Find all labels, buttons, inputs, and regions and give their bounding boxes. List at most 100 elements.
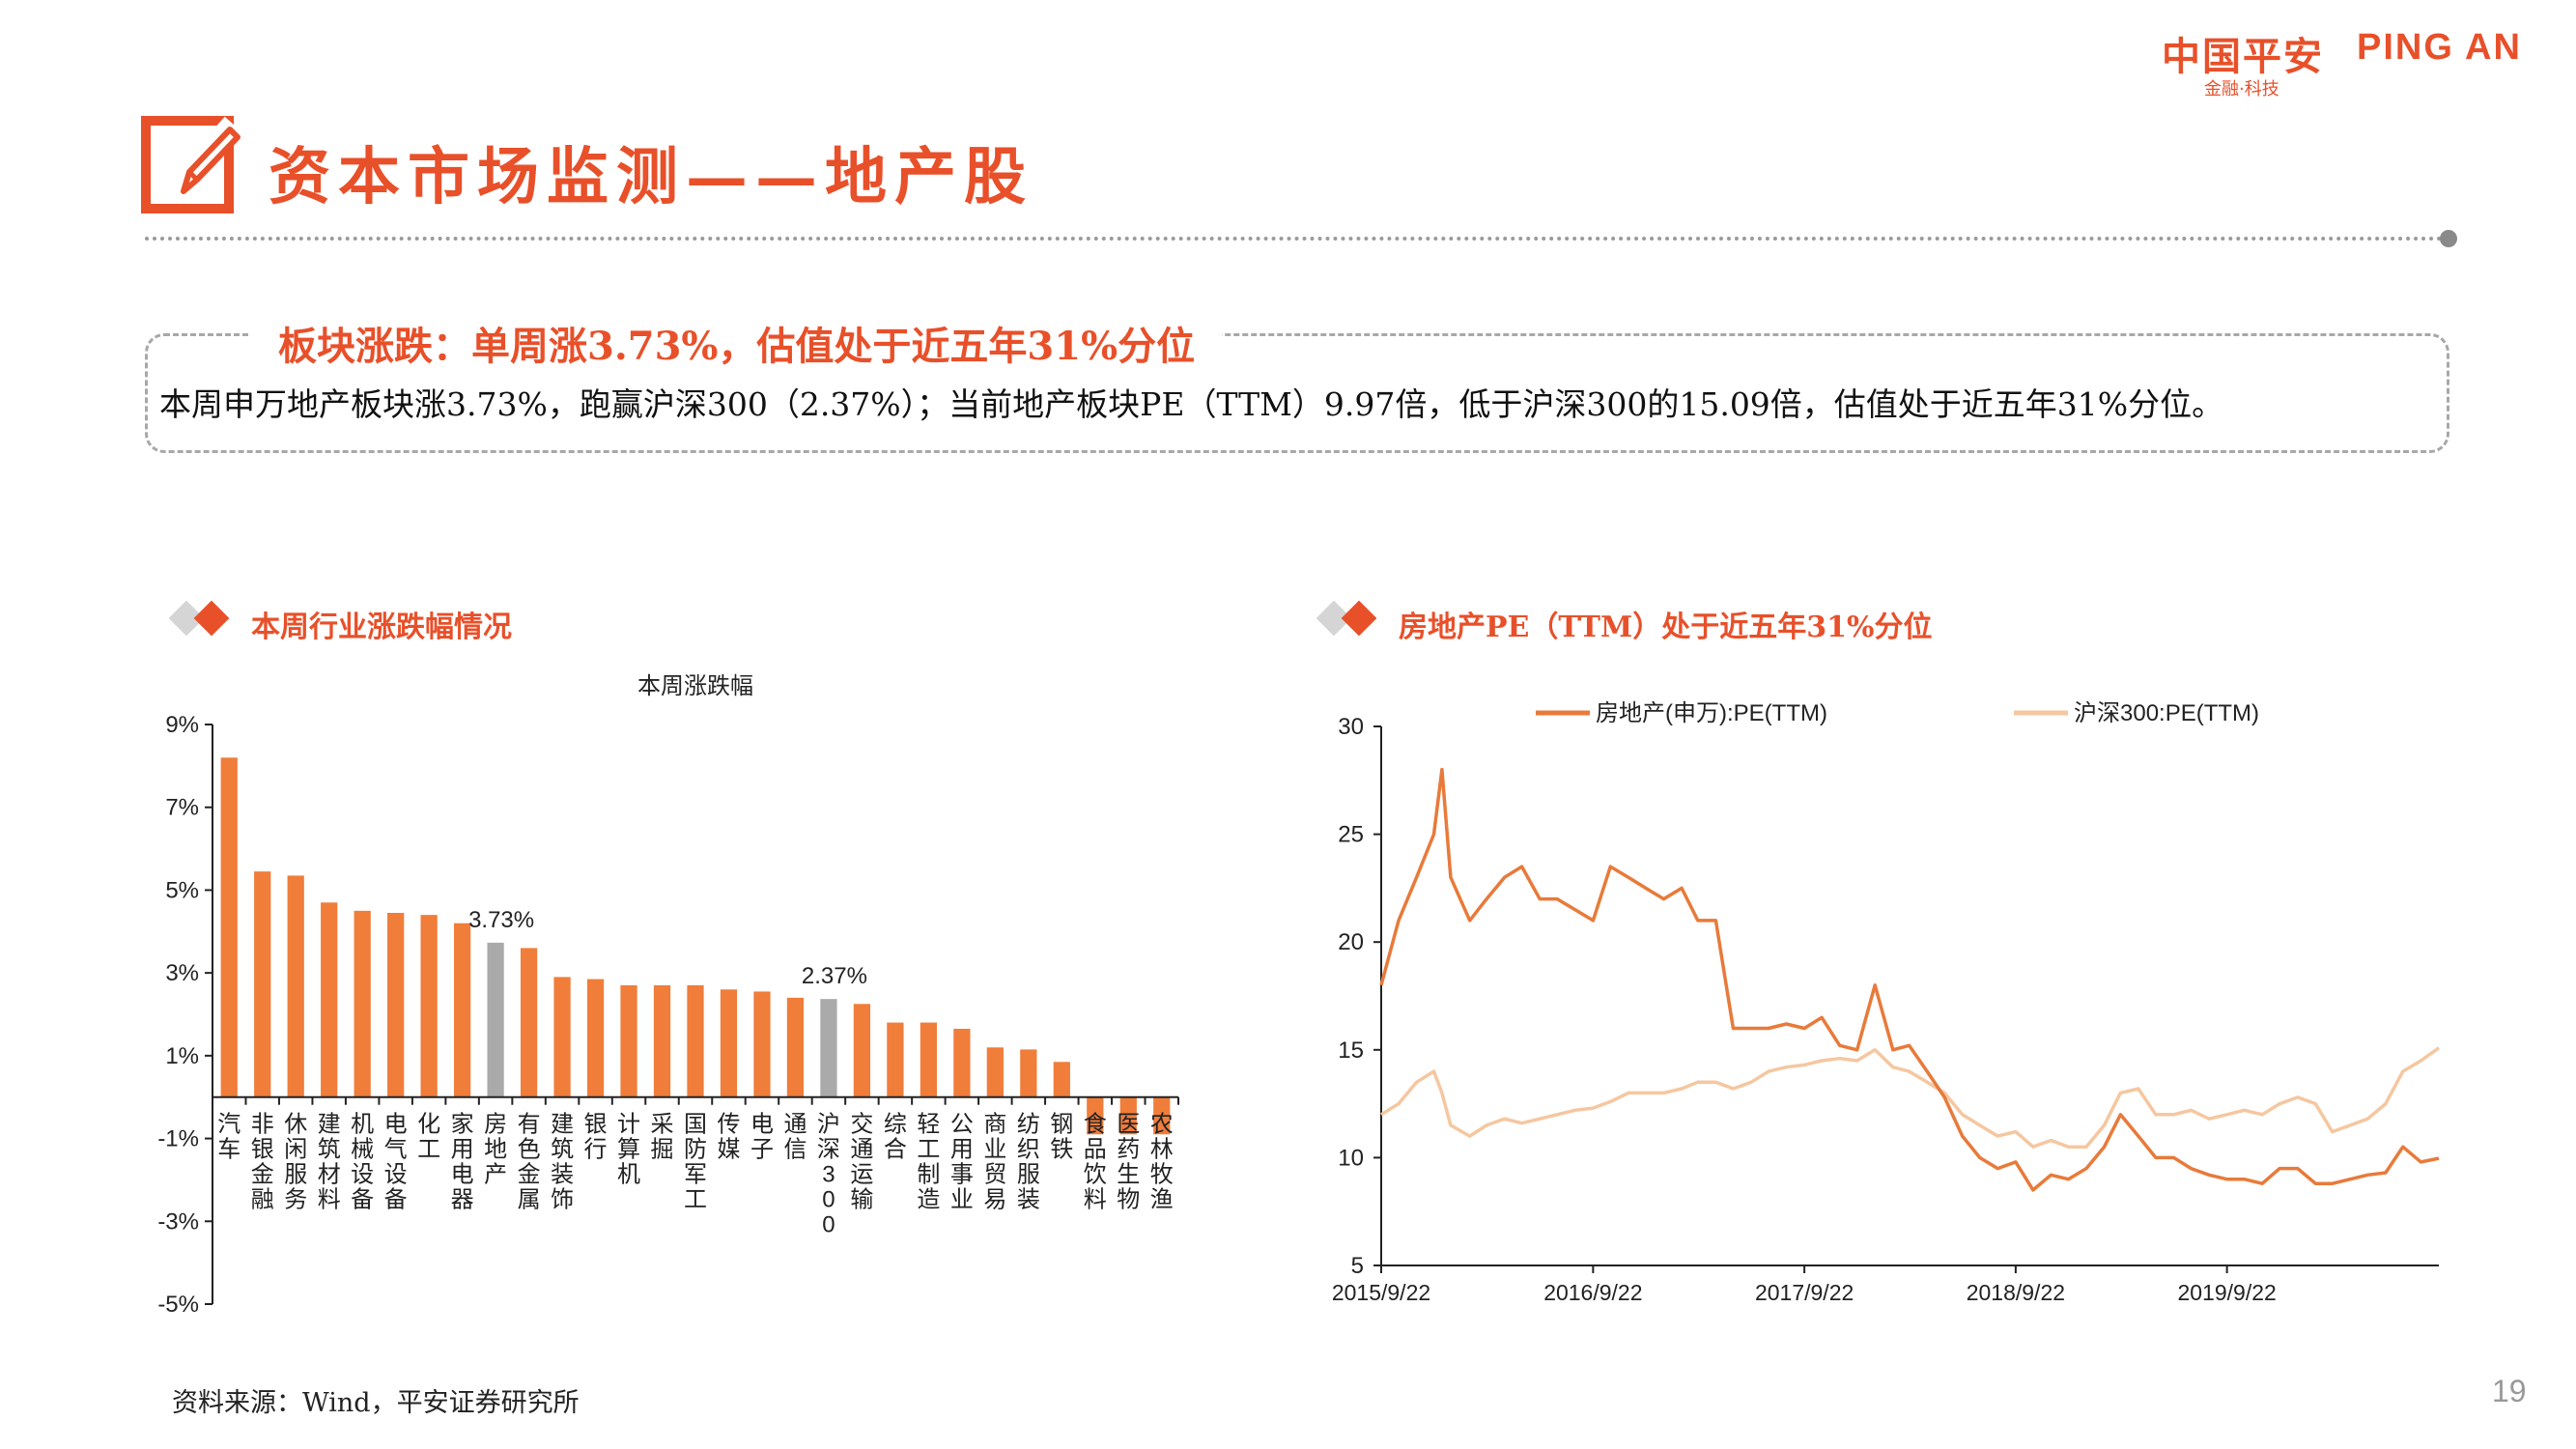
bar (653, 985, 671, 1097)
y-tick-label: 10 (1338, 1145, 1364, 1171)
y-tick-label: 3% (165, 960, 199, 986)
x-category-label: 医药生物 (1117, 1112, 1140, 1213)
bar (887, 1022, 904, 1097)
x-category-label: 轻工制造 (917, 1112, 940, 1213)
x-category-label: 电气设备 (384, 1112, 408, 1213)
x-category-label: 机械设备 (351, 1112, 374, 1213)
summary-title: 板块涨跌：单周涨3.73%，估值处于近五年31%分位 (251, 315, 1223, 371)
x-tick-label: 2016/9/22 (1543, 1280, 1642, 1305)
y-tick-label: 5% (165, 877, 199, 903)
pencil-note-icon (141, 116, 241, 213)
bar (687, 985, 704, 1097)
x-category-label: 传媒 (717, 1112, 740, 1163)
bar (454, 923, 471, 1097)
bar (986, 1047, 1004, 1097)
bar-chart-title: 本周涨跌幅 (637, 673, 753, 699)
left-section-title: 本周行业涨跌幅情况 (251, 611, 512, 644)
x-tick-label: 2018/9/22 (1967, 1280, 2065, 1305)
bar (287, 875, 304, 1097)
x-category-label: 汽车 (217, 1112, 241, 1163)
y-tick-label: 1% (165, 1043, 199, 1069)
x-category-label: 房地产 (484, 1112, 507, 1188)
x-category-label: 采掘 (651, 1112, 674, 1163)
source-note: 资料来源：Wind，平安证券研究所 (172, 1388, 580, 1418)
summary-box (145, 333, 2449, 453)
bar (487, 942, 504, 1097)
x-category-label: 建筑装饰 (551, 1112, 574, 1213)
diamond-bullet-icon (1316, 600, 1377, 637)
x-tick-label: 2015/9/22 (1332, 1280, 1430, 1305)
x-category-label: 非银金融 (251, 1112, 274, 1213)
industry-weekly-change-bar-chart: 本周涨跌幅 9% 7% 5% 3% 1% -1% -3% -5% 汽车非银金融休闲服务建筑材料机械… (157, 673, 1179, 1318)
x-category-label: 休闲服务 (284, 1112, 307, 1213)
bar (953, 1029, 971, 1097)
bar (254, 871, 271, 1097)
logo-subtitle: 金融·科技 (2204, 79, 2279, 99)
x-category-label: 银行 (584, 1112, 608, 1163)
bar (753, 991, 771, 1097)
bar (1020, 1049, 1037, 1097)
x-category-label: 国防军工 (684, 1112, 707, 1213)
legend-label: 沪深300:PE(TTM) (2074, 700, 2259, 726)
x-category-label: 纺织服装 (1017, 1112, 1040, 1213)
x-category-label: 建筑材料 (318, 1112, 341, 1213)
x-category-label: 公用事业 (950, 1112, 974, 1213)
y-tick-label: -3% (157, 1208, 199, 1235)
logo-en: PING AN (2357, 27, 2522, 68)
divider (145, 237, 2444, 241)
page-number: 19 (2492, 1374, 2527, 1408)
x-category-label: 通信 (783, 1112, 807, 1163)
bar-data-label: 2.37% (802, 963, 867, 989)
bar-data-label: 3.73% (468, 907, 534, 933)
bar (920, 1022, 937, 1097)
y-tick-label: 30 (1338, 714, 1364, 740)
diamond-bullet-icon (168, 600, 230, 637)
bar (354, 910, 371, 1097)
bar (321, 902, 338, 1097)
bar (220, 757, 238, 1097)
right-section-title: 房地产PE（TTM）处于近五年31%分位 (1399, 611, 1933, 644)
y-tick-label: 7% (165, 795, 199, 821)
bar (620, 985, 637, 1097)
x-category-label: 综合 (884, 1112, 907, 1163)
y-tick-label: 15 (1338, 1037, 1364, 1064)
bar (553, 977, 571, 1097)
x-category-label: 电子 (750, 1112, 774, 1163)
series-line (1379, 767, 2440, 1192)
bar (420, 915, 438, 1097)
x-category-label: 食品饮料 (1084, 1112, 1107, 1213)
y-tick-label: 9% (165, 712, 199, 738)
bar (1153, 1096, 1171, 1135)
bar (1119, 1096, 1137, 1135)
x-category-label: 有色金属 (518, 1112, 541, 1213)
bar (720, 989, 738, 1097)
divider-dot (2440, 230, 2457, 247)
bar (520, 948, 538, 1097)
x-category-label: 计算机 (617, 1112, 640, 1188)
page-title: 资本市场监测——地产股 (269, 141, 1033, 213)
x-tick-label: 2017/9/22 (1755, 1280, 1854, 1305)
bar (387, 913, 405, 1097)
legend-label: 房地产(申万):PE(TTM) (1596, 700, 1827, 726)
x-tick-label: 2019/9/22 (2177, 1280, 2276, 1305)
series-line (1380, 1046, 2441, 1149)
x-category-label: 商业贸易 (983, 1112, 1006, 1213)
x-category-label: 家用电器 (451, 1112, 474, 1213)
y-tick-label: 5 (1351, 1253, 1364, 1279)
x-category-label: 交通运输 (850, 1112, 873, 1213)
summary-text: 本周申万地产板块涨3.73%，跑赢沪深300（2.37%）；当前地产板块PE（T… (159, 385, 2224, 423)
x-category-label: 化工 (417, 1112, 440, 1163)
bar (820, 999, 837, 1097)
logo-cn: 中国平安 (2162, 35, 2324, 79)
bar (586, 979, 605, 1097)
x-category-label: 钢铁 (1050, 1112, 1073, 1163)
bar (1053, 1062, 1070, 1097)
bar (786, 997, 805, 1097)
bar (1087, 1096, 1104, 1135)
y-tick-label: 20 (1338, 929, 1364, 955)
bar (853, 1004, 871, 1097)
y-tick-label: -5% (157, 1292, 199, 1318)
y-tick-label: 25 (1338, 822, 1364, 848)
x-category-label: 沪深 3 0 0 (817, 1112, 840, 1238)
